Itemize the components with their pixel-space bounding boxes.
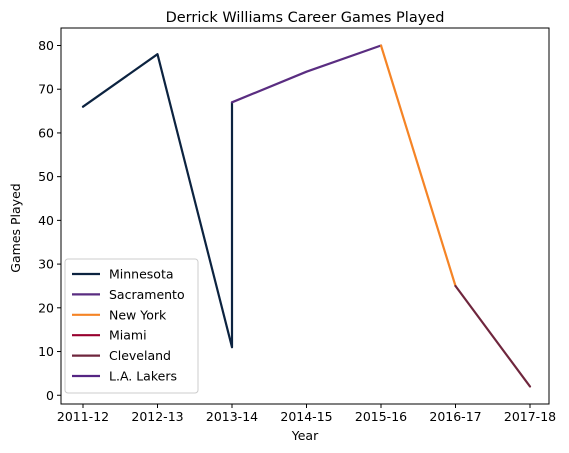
y-tick-label: 10 xyxy=(38,344,54,359)
series-line-2 xyxy=(379,44,457,288)
series-line-4 xyxy=(454,284,532,388)
y-tick-label: 50 xyxy=(38,169,54,184)
x-tick-label: 2016-17 xyxy=(429,409,481,424)
y-tick-label: 60 xyxy=(38,125,54,140)
legend: Minnesota Sacramento New York Miami Clevelan… xyxy=(64,258,199,394)
x-axis-label: Year xyxy=(291,428,319,443)
x-tick-label: 2014-15 xyxy=(280,409,332,424)
x-tick-label: 2017-18 xyxy=(504,409,556,424)
x-tick-label: 2015-16 xyxy=(355,409,407,424)
legend-label: New York xyxy=(109,307,167,322)
y-tick-label: 40 xyxy=(38,213,54,228)
chart-title: Derrick Williams Career Games Played xyxy=(166,10,445,26)
plot-lines xyxy=(81,44,532,388)
y-axis: 0 10 20 30 40 50 60 70 80 xyxy=(38,38,61,403)
series-line-0 xyxy=(81,53,234,349)
x-axis: 2011-12 2012-13 2013-14 2014-15 2015-16 2016-… xyxy=(57,404,556,424)
legend-label: Sacramento xyxy=(109,287,185,302)
y-tick-label: 30 xyxy=(38,257,54,272)
series-line-1 xyxy=(230,44,383,104)
legend-label: L.A. Lakers xyxy=(109,369,177,384)
y-axis-label: Games Played xyxy=(8,183,23,272)
x-tick-label: 2013-14 xyxy=(206,409,258,424)
x-tick-label: 2012-13 xyxy=(131,409,183,424)
y-tick-label: 0 xyxy=(46,388,54,403)
y-tick-label: 20 xyxy=(38,300,54,315)
legend-label: Minnesota xyxy=(109,267,174,282)
legend-box xyxy=(64,258,199,394)
y-tick-label: 70 xyxy=(38,82,54,97)
plot-frame xyxy=(60,27,550,405)
legend-label: Cleveland xyxy=(109,348,171,363)
x-tick-label: 2011-12 xyxy=(57,409,109,424)
y-tick-label: 80 xyxy=(38,38,54,53)
legend-label: Miami xyxy=(109,328,147,343)
